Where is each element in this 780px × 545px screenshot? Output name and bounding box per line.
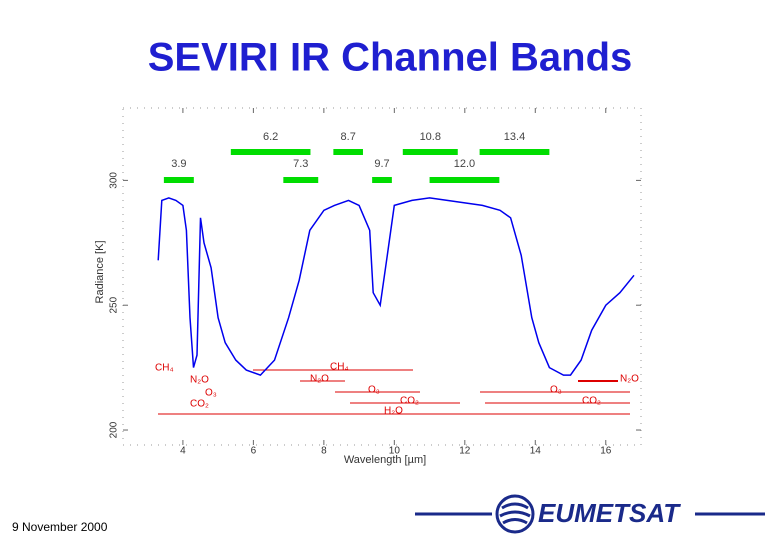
band-label: 6.2 (263, 131, 278, 143)
band-bar (372, 177, 392, 183)
x-tick-label: 14 (530, 446, 542, 457)
gas-label: CO₂ (582, 396, 601, 407)
gas-label: H₂O (384, 406, 403, 417)
gas-label: N₂O (620, 374, 639, 385)
gas-label: CO₂ (400, 396, 419, 407)
band-label: 9.7 (374, 158, 389, 170)
band-label: 10.8 (420, 131, 441, 143)
y-tick-label: 250 (109, 296, 120, 313)
band-label: 3.9 (171, 158, 186, 170)
y-tick-label: 300 (109, 172, 120, 189)
x-tick-label: 8 (321, 446, 327, 457)
spectrum-line (157, 197, 635, 376)
title: SEVIRI IR Channel Bands (148, 36, 633, 80)
band-label: 12.0 (454, 158, 475, 170)
band-bar (479, 149, 550, 155)
band-bar (230, 149, 311, 155)
gas-label: O₃ (368, 385, 380, 396)
x-tick-label: 10 (389, 446, 401, 457)
x-axis-label: Wavelength [µm] (344, 454, 426, 466)
band-bar (402, 149, 458, 155)
absorbers: CH₄ N₂O O₃ CO₂ CH₄ N₂O O₃ CO₂ H₂O O₃ CO₂… (155, 362, 639, 417)
band-label: 7.3 (293, 158, 308, 170)
x-tick-label: 16 (600, 446, 612, 457)
band-bar (429, 177, 500, 183)
gas-label: O₃ (550, 385, 562, 396)
logo-text: EUMETSAT (538, 498, 681, 528)
band-label: 8.7 (341, 131, 356, 143)
logo-swoosh (499, 502, 531, 525)
logo-globe (495, 494, 535, 534)
band-bar (163, 177, 194, 183)
x-tick-label: 6 (251, 446, 257, 457)
y-axis-label: Radiance [K] (94, 241, 106, 304)
gas-label: N₂O (310, 374, 329, 385)
gas-label: CH₄ (155, 363, 174, 374)
y-tick-label: 200 (109, 421, 120, 438)
gas-label: N₂O (190, 375, 209, 386)
gas-label: CO₂ (190, 399, 209, 410)
footer-date: 9 November 2000 (12, 520, 108, 534)
x-tick-label: 4 (180, 446, 186, 457)
x-tick-label: 12 (459, 446, 471, 457)
plot-frame (122, 107, 642, 446)
gas-label: CH₄ (330, 362, 349, 373)
band-label: 13.4 (504, 131, 525, 143)
band-bar (283, 177, 319, 183)
gas-label: O₃ (205, 388, 217, 399)
band-bar (333, 149, 363, 155)
logo: EUMETSAT (415, 494, 765, 534)
